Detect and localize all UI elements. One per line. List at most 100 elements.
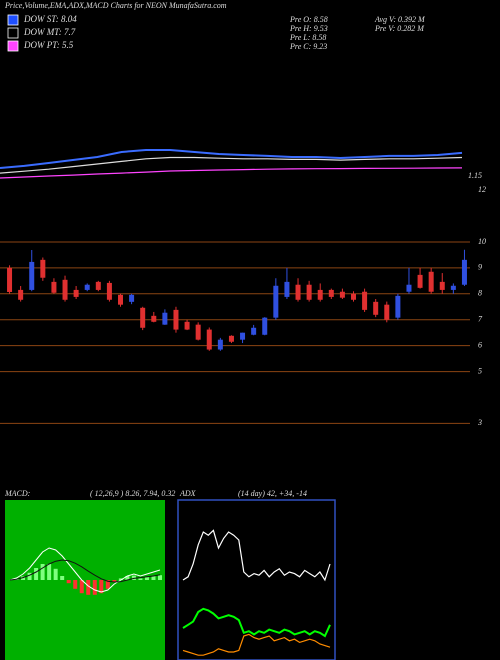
candle-body bbox=[151, 315, 157, 322]
candle-body bbox=[228, 335, 234, 342]
macd-bar bbox=[92, 580, 97, 595]
candle-body bbox=[140, 307, 146, 328]
y-tick-label: 7 bbox=[478, 315, 483, 324]
candle-body bbox=[217, 339, 223, 350]
candle-body bbox=[362, 291, 368, 310]
macd-bar bbox=[21, 576, 26, 580]
macd-bar bbox=[53, 568, 58, 580]
stat-label: Avg V: 0.392 M bbox=[374, 15, 426, 24]
macd-bar bbox=[105, 580, 110, 589]
macd-bar bbox=[27, 572, 32, 580]
candle-body bbox=[328, 289, 334, 297]
candle-body bbox=[95, 281, 101, 290]
candle-body bbox=[395, 295, 401, 318]
stat-label: Pre O: 8.58 bbox=[289, 15, 328, 24]
stat-label: Pre V: 0.282 M bbox=[374, 24, 425, 33]
candle-body bbox=[18, 289, 24, 300]
candle-body bbox=[273, 285, 279, 318]
ema-line bbox=[0, 156, 463, 174]
macd-bar bbox=[86, 580, 91, 595]
candle-body bbox=[29, 261, 35, 290]
candle-body bbox=[162, 312, 168, 325]
macd-bar bbox=[60, 576, 65, 580]
macd-bar bbox=[125, 576, 130, 580]
candle-body bbox=[461, 259, 467, 285]
annotation: 1.15 bbox=[468, 171, 482, 180]
ema-line bbox=[0, 149, 463, 169]
candle-body bbox=[106, 282, 112, 300]
candle-body bbox=[84, 284, 90, 290]
candle-body bbox=[306, 284, 312, 300]
signal-line bbox=[9, 559, 161, 583]
macd-bar bbox=[47, 564, 52, 580]
y-tick-label: 5 bbox=[478, 366, 482, 375]
macd-bar bbox=[73, 580, 78, 589]
candle-body bbox=[251, 327, 257, 335]
macd-bar bbox=[34, 568, 39, 580]
candle-body bbox=[339, 291, 345, 298]
stat-label: Pre C: 9.23 bbox=[289, 42, 327, 51]
candle-body bbox=[184, 321, 190, 330]
macd-bar bbox=[138, 578, 143, 580]
candle-body bbox=[417, 274, 423, 288]
candle-body bbox=[118, 294, 123, 305]
candle-body bbox=[240, 332, 246, 340]
adx-line bbox=[182, 529, 331, 582]
candle-body bbox=[206, 329, 212, 350]
candle-body bbox=[262, 317, 268, 335]
adx-line bbox=[182, 633, 331, 656]
candle-body bbox=[173, 309, 179, 330]
stat-label: Pre L: 8.58 bbox=[289, 33, 326, 42]
macd-line bbox=[9, 547, 161, 593]
candle-body bbox=[195, 324, 201, 340]
y-tick-label: 3 bbox=[477, 418, 482, 427]
legend-label: DOW ST: 8.04 bbox=[23, 14, 77, 24]
candle-body bbox=[51, 281, 57, 293]
candle-body bbox=[384, 304, 390, 320]
macd-panel bbox=[5, 500, 165, 660]
adx-title: ADX bbox=[179, 489, 197, 498]
macd-bar bbox=[131, 575, 136, 580]
candle-body bbox=[439, 281, 445, 290]
legend-swatch bbox=[7, 14, 19, 26]
ema-line bbox=[0, 167, 463, 179]
legend-label: DOW PT: 5.5 bbox=[23, 40, 74, 50]
macd-bar bbox=[151, 576, 156, 580]
candle-body bbox=[129, 294, 135, 302]
candle-body bbox=[406, 284, 412, 292]
candle-body bbox=[62, 279, 68, 300]
macd-bar bbox=[66, 580, 71, 584]
candle-body bbox=[428, 271, 434, 292]
candle-body bbox=[295, 284, 301, 300]
macd-bar bbox=[144, 577, 149, 580]
candle-body bbox=[373, 301, 379, 315]
macd-bar bbox=[118, 578, 123, 580]
adx-line bbox=[182, 607, 331, 638]
stat-label: Pre H: 9.53 bbox=[289, 24, 328, 33]
macd-subtitle: ( 12,26,9 ) 8.26, 7.94, 0.32 bbox=[90, 489, 175, 498]
adx-panel bbox=[177, 499, 336, 660]
y-tick-label: 10 bbox=[478, 237, 486, 246]
candle-body bbox=[450, 285, 456, 290]
candle-body bbox=[73, 289, 79, 297]
macd-bar bbox=[158, 575, 162, 580]
macd-bar bbox=[79, 580, 84, 594]
y-tick-label: 6 bbox=[478, 340, 482, 349]
annotation: 12 bbox=[478, 185, 486, 194]
macd-bar bbox=[112, 580, 117, 582]
candle-body bbox=[7, 267, 13, 292]
legend-swatch bbox=[7, 40, 19, 52]
legend-swatch bbox=[7, 27, 19, 39]
macd-bar bbox=[40, 564, 45, 580]
candle-body bbox=[40, 259, 46, 278]
candle-body bbox=[284, 281, 290, 297]
y-tick-label: 9 bbox=[478, 263, 482, 272]
legend-label: DOW MT: 7.7 bbox=[23, 27, 76, 37]
candle-body bbox=[351, 293, 356, 300]
adx-subtitle: (14 day) 42, +34, -14 bbox=[238, 489, 307, 498]
page-title: Price,Volume,EMA,ADX,MACD Charts for NEO… bbox=[4, 1, 227, 10]
y-tick-label: 8 bbox=[478, 289, 482, 298]
macd-title: MACD: bbox=[4, 489, 31, 498]
